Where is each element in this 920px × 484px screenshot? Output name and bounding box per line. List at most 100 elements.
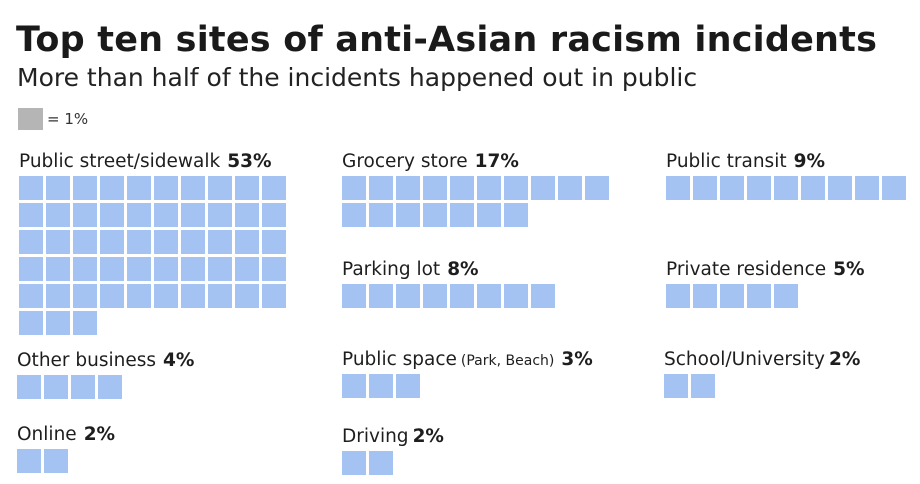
waffle-square: [262, 203, 286, 227]
waffle-square: [19, 257, 43, 281]
waffle-square: [423, 203, 447, 227]
category-name: Private residence: [666, 259, 827, 280]
waffle-square: [181, 176, 205, 200]
category-name: Public street/sidewalk: [19, 151, 221, 172]
waffle-square: [477, 284, 501, 308]
waffle-square: [208, 257, 232, 281]
waffle-square: [73, 284, 97, 308]
waffle-square: [98, 375, 122, 399]
waffle-square: [154, 176, 178, 200]
waffle-square: [666, 176, 690, 200]
waffle-square: [262, 284, 286, 308]
waffle-square: [801, 176, 825, 200]
category-pct: 2%: [83, 424, 116, 445]
waffle-square: [73, 203, 97, 227]
waffle-grid: [342, 176, 609, 227]
waffle-square: [235, 284, 259, 308]
waffle-square: [369, 284, 393, 308]
waffle-square: [181, 203, 205, 227]
waffle-square: [504, 284, 528, 308]
waffle-grid: [666, 176, 920, 200]
category-name: Public space: [342, 349, 457, 370]
waffle-square: [396, 374, 420, 398]
waffle-square: [262, 176, 286, 200]
waffle-square: [73, 176, 97, 200]
group-public-space: Public space (Park, Beach) 3%: [342, 349, 609, 398]
waffle-square: [127, 230, 151, 254]
waffle-square: [46, 311, 70, 335]
waffle-grid: [19, 176, 286, 335]
waffle-square: [450, 203, 474, 227]
waffle-square: [585, 176, 609, 200]
waffle-square: [181, 230, 205, 254]
waffle-square: [181, 284, 205, 308]
waffle-square: [664, 374, 688, 398]
group-public-transit: Public transit 9%: [666, 151, 920, 200]
waffle-square: [666, 284, 690, 308]
waffle-square: [46, 230, 70, 254]
category-pct: 8%: [447, 259, 479, 280]
waffle-square: [235, 257, 259, 281]
waffle-square: [154, 257, 178, 281]
waffle-square: [774, 176, 798, 200]
waffle-square: [691, 374, 715, 398]
waffle-grid: [342, 451, 609, 475]
waffle-square: [558, 176, 582, 200]
waffle-square: [342, 203, 366, 227]
category-label: Private residence 5%: [666, 259, 920, 280]
waffle-square: [450, 176, 474, 200]
waffle-square: [154, 230, 178, 254]
category-label: Public transit 9%: [666, 151, 920, 172]
waffle-grid: [666, 284, 920, 308]
waffle-square: [44, 449, 68, 473]
waffle-square: [127, 284, 151, 308]
waffle-square: [46, 203, 70, 227]
group-school-university: School/University 2%: [664, 349, 920, 398]
category-label: Driving 2%: [342, 426, 609, 447]
waffle-square: [504, 176, 528, 200]
waffle-square: [208, 284, 232, 308]
waffle-square: [774, 284, 798, 308]
category-name: Public transit: [666, 151, 787, 172]
group-parking-lot: Parking lot 8%: [342, 259, 609, 308]
waffle-square: [693, 284, 717, 308]
waffle-grid: [342, 284, 609, 308]
legend: = 1%: [18, 108, 88, 130]
waffle-square: [208, 230, 232, 254]
waffle-square: [19, 203, 43, 227]
waffle-square: [46, 284, 70, 308]
waffle-square: [477, 203, 501, 227]
waffle-square: [19, 311, 43, 335]
waffle-grid: [17, 449, 284, 473]
category-pct: 2%: [412, 426, 444, 447]
waffle-square: [154, 203, 178, 227]
waffle-square: [73, 230, 97, 254]
waffle-square: [71, 375, 95, 399]
waffle-square: [208, 203, 232, 227]
group-public-street: Public street/sidewalk 53%: [19, 151, 286, 335]
group-grocery-store: Grocery store 17%: [342, 151, 609, 227]
category-pct: 17%: [474, 151, 519, 172]
waffle-square: [19, 176, 43, 200]
category-note: (Park, Beach): [460, 353, 555, 369]
group-other-business: Other business 4%: [17, 350, 284, 399]
waffle-square: [450, 284, 474, 308]
waffle-square: [477, 176, 501, 200]
legend-text: = 1%: [47, 110, 89, 128]
category-name: School/University: [664, 349, 825, 370]
waffle-square: [855, 176, 879, 200]
waffle-square: [720, 284, 744, 308]
waffle-grid: [664, 374, 920, 398]
category-label: Grocery store 17%: [342, 151, 609, 172]
waffle-square: [17, 449, 41, 473]
waffle-square: [127, 203, 151, 227]
waffle-square: [46, 176, 70, 200]
waffle-square: [154, 284, 178, 308]
waffle-square: [396, 176, 420, 200]
waffle-square: [19, 230, 43, 254]
category-name: Driving: [342, 426, 409, 447]
waffle-square: [100, 203, 124, 227]
waffle-square: [100, 176, 124, 200]
waffle-square: [73, 311, 97, 335]
category-label: Parking lot 8%: [342, 259, 609, 280]
